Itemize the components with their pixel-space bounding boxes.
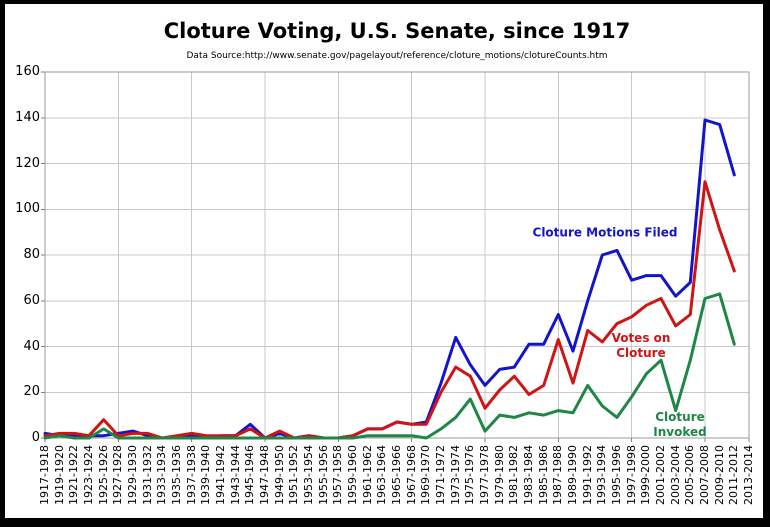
x-axis-tick-label: 1923-1924 xyxy=(82,445,95,505)
x-axis-tick-label: 1997-1998 xyxy=(624,445,638,505)
y-axis-tick-label: 0 xyxy=(31,430,40,445)
x-axis-tick-label: 1991-1992 xyxy=(580,445,594,505)
x-axis-tick-label: 2009-2010 xyxy=(712,445,726,505)
y-axis-tick-label: 80 xyxy=(23,247,40,262)
x-axis-tick-label: 2003-2004 xyxy=(668,445,682,505)
x-axis-tick-label: 1955-1956 xyxy=(316,445,330,505)
x-axis-tick-label: 1919-1920 xyxy=(52,445,66,505)
plot-border xyxy=(44,71,750,439)
x-axis-tick-label: 1963-1964 xyxy=(375,445,389,505)
x-axis-tick-label: 1931-1932 xyxy=(140,445,154,505)
x-axis-tick-label: 1929-1930 xyxy=(126,445,139,505)
x-axis-tick-label: 1925-1926 xyxy=(96,445,110,505)
y-axis-tick-label: 160 xyxy=(15,64,40,79)
y-axis-tick-label: 60 xyxy=(23,292,40,308)
chart-title: Cloture Voting, U.S. Senate, since 1917 xyxy=(163,19,631,43)
x-axis-tick-label: 1999-2000 xyxy=(639,445,653,505)
x-axis-tick-label: 1995-1996 xyxy=(610,445,623,505)
x-axis-tick-label: 1993-1994 xyxy=(595,445,609,505)
x-axis-tick-label: 1961-1962 xyxy=(360,445,374,505)
x-axis-tick-label: 1981-1982 xyxy=(507,445,521,505)
x-axis-tick-label: 1959-1960 xyxy=(346,445,359,505)
x-axis-tick-label: 1953-1954 xyxy=(302,445,315,505)
x-axis-tick-label: 1965-1966 xyxy=(390,445,403,505)
x-axis-tick-label: 1975-1976 xyxy=(463,445,477,505)
y-axis-tick-label: 120 xyxy=(15,155,40,171)
x-axis-tick-label: 1937-1938 xyxy=(184,445,198,505)
x-axis-tick-label: 1989-1990 xyxy=(566,445,579,505)
x-axis-tick-label: 1943-1944 xyxy=(228,445,242,505)
x-axis-tick-label: 1917-1918 xyxy=(38,445,51,505)
x-axis-tick-label: 1951-1952 xyxy=(287,445,301,505)
x-axis-tick-label: 2011-2012 xyxy=(727,445,741,505)
x-axis-tick-label: 1945-1946 xyxy=(243,445,257,505)
x-axis-tick-label: 1985-1986 xyxy=(536,445,550,505)
x-axis-tick-label: 1939-1940 xyxy=(199,445,213,505)
series-line-cloture-invoked xyxy=(43,292,736,440)
x-axis-tick-label: 1949-1950 xyxy=(272,445,286,505)
x-axis-tick-label: 1927-1928 xyxy=(111,445,125,505)
y-axis-tick-label: 140 xyxy=(15,109,40,125)
series-label-votes-on-cloture: Votes on Cloture xyxy=(611,331,671,360)
x-axis-tick-label: 2005-2006 xyxy=(683,445,697,505)
x-axis-tick-label: 1987-1988 xyxy=(551,445,565,505)
y-axis-tick-label: 40 xyxy=(23,338,40,354)
x-axis-tick-label: 1957-1958 xyxy=(331,445,345,505)
x-axis-tick-label: 1947-1948 xyxy=(258,445,271,505)
x-axis-tick-label: 1973-1974 xyxy=(448,445,462,505)
x-axis-tick-label: 2007-2008 xyxy=(698,445,711,505)
x-axis-tick-label: 1971-1972 xyxy=(434,445,447,505)
y-axis-tick-label: 20 xyxy=(23,384,40,400)
series-line-cloture-motions-filed xyxy=(43,118,736,440)
x-axis-tick-label: 1979-1980 xyxy=(492,445,506,505)
x-axis-tick-label: 1921-1922 xyxy=(67,445,81,505)
x-axis-tick-label: 1941-1942 xyxy=(214,445,227,505)
series-label-cloture-motions-filed: Cloture Motions Filed xyxy=(532,225,678,240)
x-axis-tick-label: 1983-1984 xyxy=(522,445,535,505)
x-axis-tick-label: 1969-1970 xyxy=(419,445,433,505)
series-label-cloture-invoked: Cloture Invoked xyxy=(653,410,707,439)
chart-subtitle: Data Source:http://www.senate.gov/pagela… xyxy=(186,51,608,61)
x-axis-tick-label: 1967-1968 xyxy=(404,445,418,505)
x-axis-tick-label: 1933-1934 xyxy=(155,445,169,505)
x-axis-tick-label: 2013-2014 xyxy=(742,445,755,505)
x-axis-tick-label: 1977-1978 xyxy=(478,445,491,505)
x-axis-tick-label: 2001-2002 xyxy=(654,445,667,505)
y-axis-tick-label: 100 xyxy=(15,201,40,217)
x-axis-tick-label: 1935-1936 xyxy=(170,445,183,505)
